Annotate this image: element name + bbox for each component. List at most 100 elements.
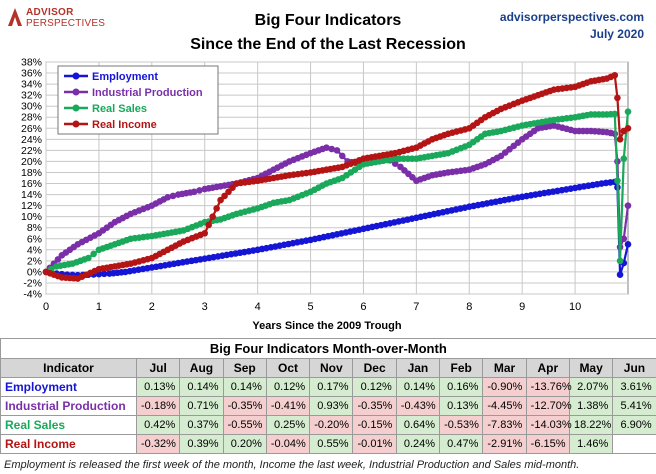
value-cell: 0.13%: [439, 396, 484, 416]
y-tick-label: 0%: [27, 266, 42, 278]
x-tick-label: 7: [413, 301, 419, 313]
y-tick-label: 14%: [21, 189, 42, 201]
y-tick-label: 10%: [21, 211, 42, 223]
legend-swatch-marker: [72, 120, 80, 128]
data-point: [323, 144, 330, 151]
footnote: Employment is released the first week of…: [4, 459, 580, 471]
value-cell: 0.13%: [135, 377, 181, 397]
y-tick-label: 22%: [21, 145, 42, 157]
data-point: [624, 108, 632, 116]
y-tick-label: 4%: [27, 244, 42, 256]
value-cell: 0.47%: [439, 434, 484, 454]
y-tick-label: 2%: [27, 255, 42, 267]
month-header: Mar: [482, 358, 527, 378]
data-point: [209, 213, 216, 220]
data-point: [169, 192, 177, 200]
data-point: [201, 229, 209, 237]
legend-entry: Employment: [92, 71, 158, 83]
legend-box: [57, 65, 219, 135]
y-tick-label: 26%: [21, 123, 42, 135]
site-url: advisorperspectives.com: [499, 10, 644, 24]
legend-swatch-marker: [72, 88, 80, 96]
indicator-name: Employment: [0, 377, 137, 397]
data-point: [221, 192, 228, 200]
data-point: [205, 221, 212, 229]
month-header: Jan: [395, 358, 441, 378]
value-cell: 0.17%: [309, 377, 354, 397]
value-cell: 0.14%: [179, 377, 224, 397]
value-cell: 0.39%: [179, 434, 224, 454]
data-point: [391, 160, 399, 167]
month-over-month-table: Big Four Indicators Month-over-Month Ind…: [0, 338, 656, 454]
value-cell: -0.55%: [222, 415, 267, 435]
table-row: Employment 0.13% 0.14% 0.14% 0.12% 0.17% 0.12%…: [0, 377, 656, 397]
value-cell: -0.90%: [482, 377, 527, 397]
value-cell: 0.14%: [395, 377, 441, 397]
month-header: Feb: [439, 358, 484, 378]
legend-entry: Real Income: [92, 119, 157, 131]
x-tick-label: 9: [519, 301, 525, 313]
x-tick-label: 2: [149, 301, 155, 313]
chart-title-line1: Big Four Indicators: [254, 12, 402, 29]
data-point: [611, 71, 619, 79]
value-cell: 0.64%: [395, 415, 441, 435]
value-cell: -14.03%: [525, 415, 572, 435]
value-cell: -13.76%: [525, 377, 572, 397]
value-cell: -12.70%: [525, 396, 572, 416]
logo-line2: PERSPECTIVES: [26, 18, 106, 29]
table-row: Real Sales 0.42% 0.37% -0.55% 0.25% -0.20% -0.…: [0, 415, 656, 435]
value-cell: 0.93%: [309, 396, 354, 416]
data-point: [213, 205, 220, 212]
data-point: [85, 254, 92, 262]
month-header: May: [568, 358, 614, 378]
y-tick-label: 12%: [21, 200, 42, 212]
value-cell: -0.20%: [309, 415, 354, 435]
value-cell: -0.35%: [352, 396, 397, 416]
value-cell: -0.15%: [352, 415, 397, 435]
report-date: July 2020: [589, 27, 644, 41]
value-cell: -4.45%: [482, 396, 527, 416]
legend-entry: Real Sales: [92, 103, 147, 115]
y-tick-label: 38%: [21, 57, 42, 69]
data-point: [328, 145, 336, 153]
month-header: Sep: [222, 358, 267, 378]
logo-mark-icon: [8, 8, 22, 26]
value-cell: 1.38%: [568, 396, 614, 416]
value-cell: 0.12%: [352, 377, 397, 397]
month-header: Nov: [309, 358, 354, 378]
line-chart: -4%-2%0%2%4%6%8%10%12%14%16%18%20%22%24%…: [21, 57, 632, 332]
month-header: Jul: [135, 358, 181, 378]
legend-swatch-marker: [72, 104, 80, 112]
data-point: [614, 177, 621, 185]
x-tick-label: 4: [255, 301, 261, 313]
value-cell: 0.71%: [179, 396, 224, 416]
indicator-name: Real Sales: [0, 415, 137, 435]
month-header: Aug: [179, 358, 224, 378]
month-header: Oct: [265, 358, 311, 378]
month-header: Dec: [352, 358, 397, 378]
data-point: [338, 152, 346, 160]
data-point: [225, 188, 232, 196]
value-cell: 0.37%: [179, 415, 224, 435]
value-cell: 0.14%: [222, 377, 267, 397]
legend-entry: Industrial Production: [92, 87, 203, 99]
data-point: [333, 147, 341, 154]
value-cell: 0.12%: [265, 377, 311, 397]
data-point: [616, 271, 624, 278]
chart-title-line2: Since the End of the Last Recession: [190, 36, 466, 53]
value-cell: 1.46%: [568, 434, 614, 454]
indicator-name: Industrial Production: [0, 396, 137, 416]
data-point: [624, 202, 632, 209]
y-tick-label: 20%: [21, 156, 42, 168]
data-point: [196, 187, 203, 194]
table-row: Industrial Production -0.18% 0.71% -0.35% -0…: [0, 396, 656, 416]
value-cell: -6.15%: [525, 434, 570, 454]
data-point: [620, 155, 628, 162]
data-point: [90, 250, 97, 258]
y-tick-label: 32%: [21, 90, 42, 102]
data-point: [614, 94, 621, 102]
y-tick-label: -2%: [23, 277, 42, 289]
data-point: [620, 235, 628, 243]
x-tick-label: 1: [96, 301, 102, 313]
data-point: [229, 184, 236, 191]
